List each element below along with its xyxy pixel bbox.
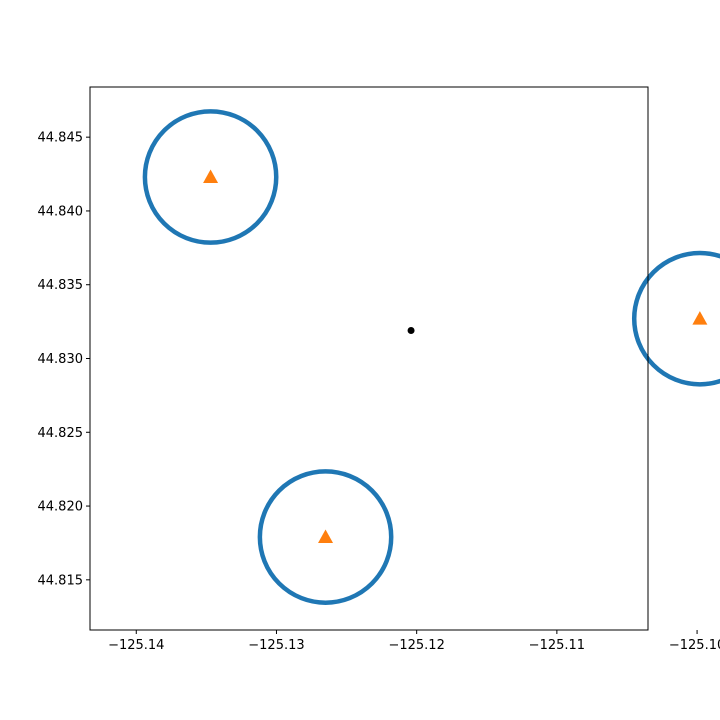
center-point (407, 326, 415, 334)
triangle-marker (318, 529, 334, 544)
y-axis-ticks: 44.815 44.820 44.825 44.830 44.835 44.840 44.8… (38, 131, 90, 588)
range-circle (631, 250, 720, 387)
x-tick-label: −125.10 (669, 638, 720, 653)
y-tick-label: 44.840 (38, 204, 84, 219)
y-tick-label: 44.830 (38, 352, 84, 367)
plot-area (90, 87, 648, 630)
triangle-marker (203, 169, 219, 184)
center-point-layer (407, 326, 415, 334)
x-axis-ticks: −125.14 −125.13 −125.12 −125.11 −125.10 (108, 630, 720, 653)
triangle-marker (692, 311, 708, 325)
x-tick-label: −125.13 (248, 638, 304, 653)
y-tick-label: 44.825 (38, 426, 84, 441)
y-tick-label: 44.815 (38, 573, 84, 588)
range-circle (257, 469, 394, 605)
x-tick-label: −125.11 (529, 638, 585, 653)
x-tick-label: −125.14 (108, 638, 164, 653)
y-tick-label: 44.845 (38, 131, 84, 146)
y-tick-label: 44.820 (38, 500, 84, 515)
y-tick-label: 44.835 (38, 278, 84, 293)
range-circles (142, 109, 720, 605)
x-tick-label: −125.12 (388, 638, 444, 653)
station-markers (203, 169, 708, 544)
range-circle (142, 109, 279, 245)
